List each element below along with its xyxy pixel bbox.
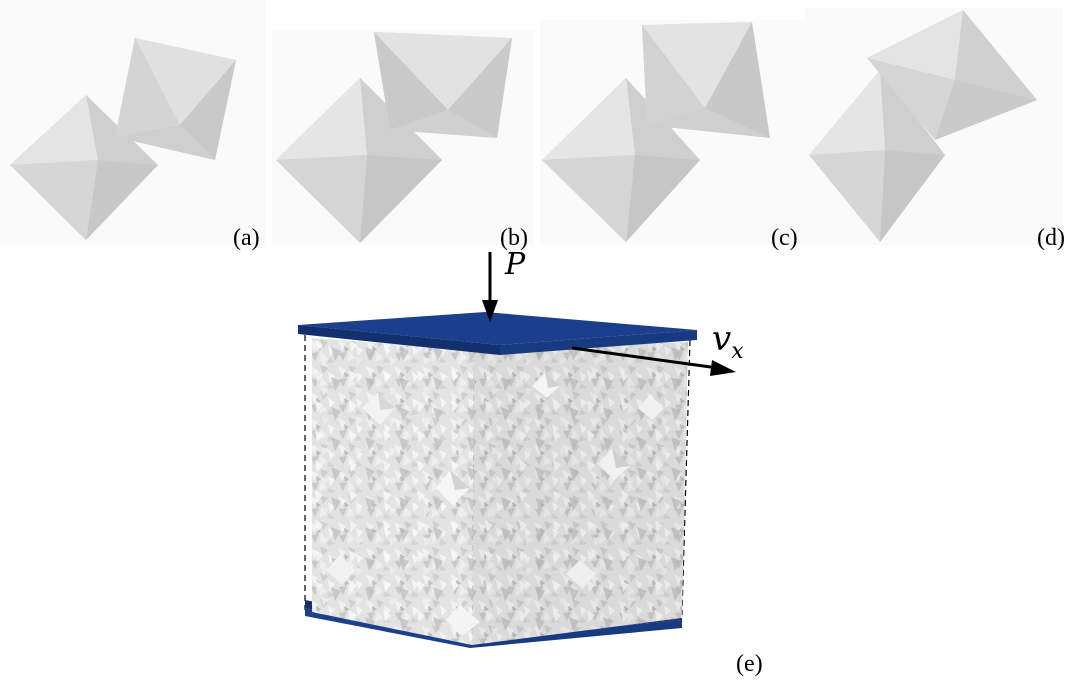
panel-a: (a) [0, 0, 270, 250]
panel-label-a: (a) [233, 225, 260, 251]
velocity-label: vx [712, 322, 744, 363]
velocity-arrow [571, 346, 736, 376]
octahedra-pair-a [0, 0, 265, 245]
panel-label-c: (c) [771, 225, 798, 251]
panel-label-b: (b) [500, 225, 528, 251]
pressure-label: P [505, 247, 526, 282]
octahedra-pair-d [805, 8, 1063, 245]
pressure-arrow [482, 252, 498, 322]
granular-packing [312, 338, 688, 645]
octahedra-pair-c [540, 20, 805, 245]
octahedra-pair-b [272, 30, 534, 245]
panel-label-e: (e) [736, 651, 763, 677]
panel-b: (b) [272, 0, 540, 250]
panel-c: (c) [540, 0, 805, 250]
velocity-subscript: x [731, 338, 744, 364]
top-plate [298, 312, 697, 355]
panel-label-d: (d) [1037, 225, 1065, 251]
panel-d: (d) [805, 0, 1071, 250]
velocity-symbol: v [712, 319, 732, 359]
